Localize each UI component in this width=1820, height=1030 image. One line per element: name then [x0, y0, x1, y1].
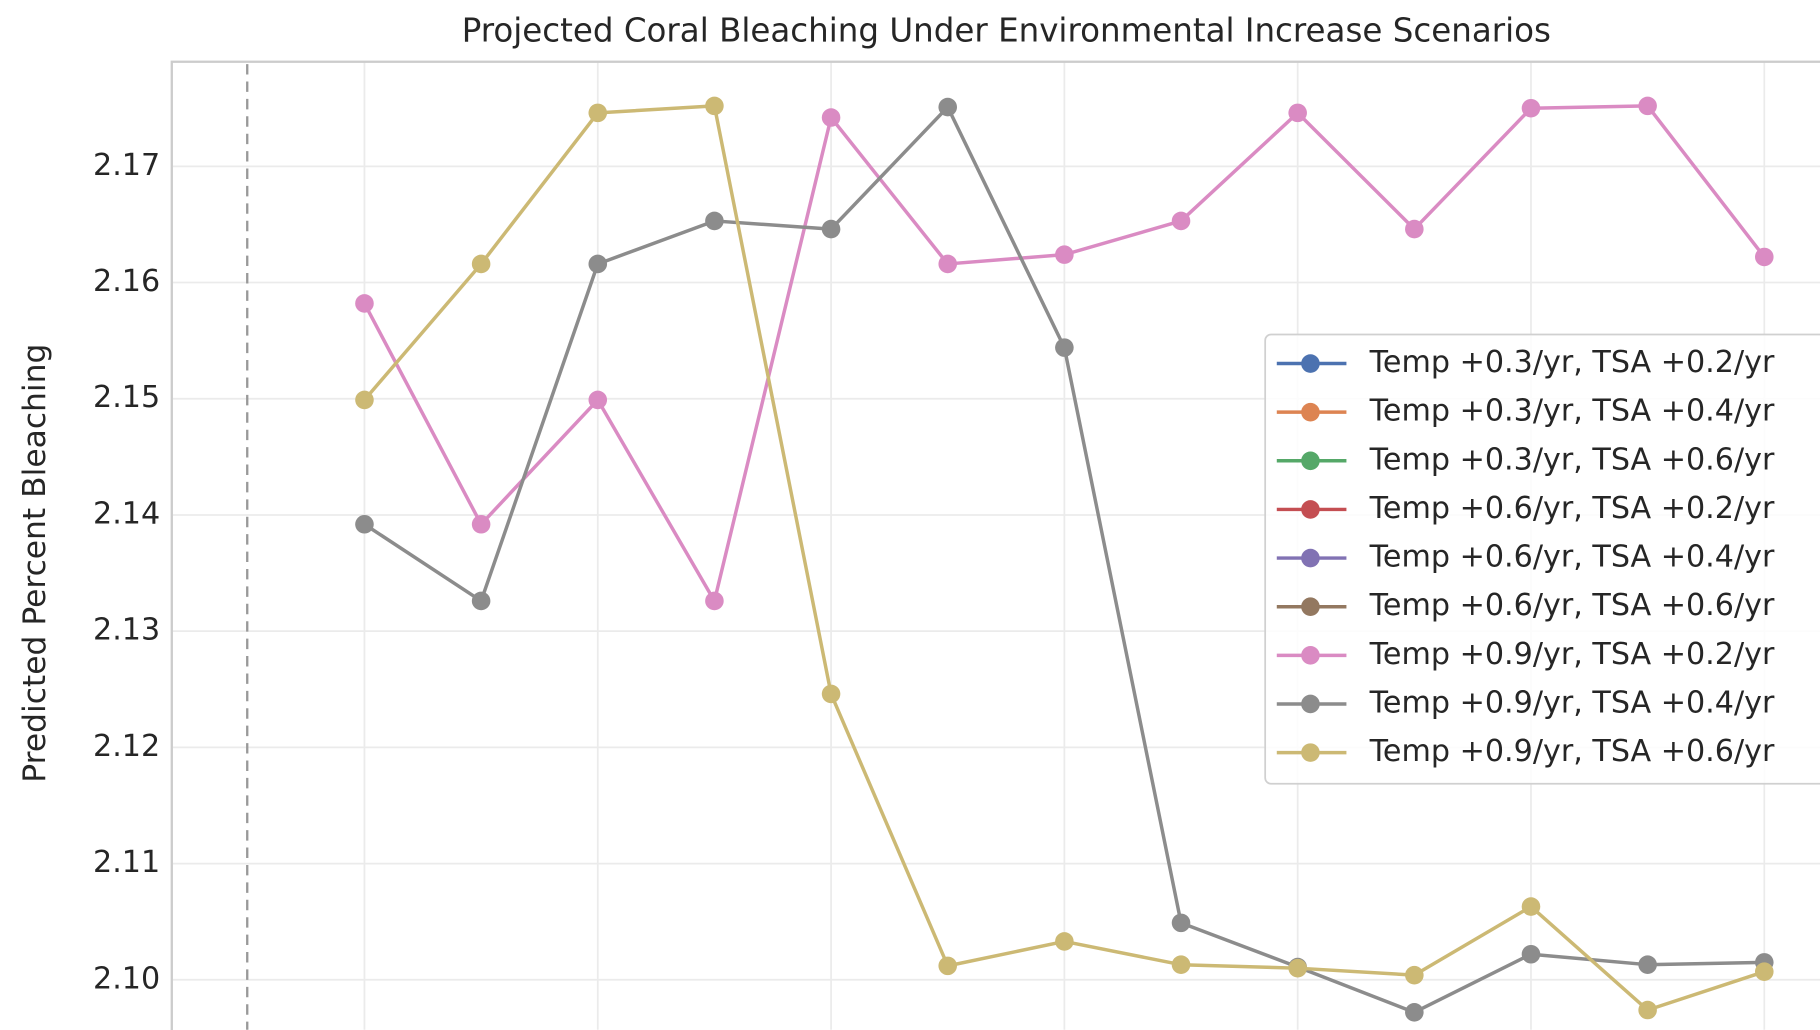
data-point	[1055, 338, 1074, 357]
data-point	[588, 390, 608, 410]
data-point	[1638, 1000, 1657, 1020]
y-tick-label: 2.10	[93, 961, 160, 996]
data-point	[705, 96, 724, 116]
legend-label: Temp +0.9/yr, TSA +0.2/yr	[1369, 637, 1775, 672]
data-point	[1171, 211, 1191, 231]
data-point	[471, 514, 491, 534]
legend-box	[1264, 333, 1820, 785]
legend-marker	[1301, 694, 1320, 714]
data-point	[1405, 219, 1424, 239]
y-tick-label: 2.11	[93, 845, 160, 880]
legend-label: Temp +0.3/yr, TSA +0.4/yr	[1369, 394, 1775, 429]
legend-label: Temp +0.6/yr, TSA +0.6/yr	[1369, 588, 1775, 623]
y-axis-label: Predicted Percent Bleaching	[17, 344, 53, 783]
data-point	[1171, 913, 1191, 933]
legend-label: Temp +0.6/yr, TSA +0.4/yr	[1369, 540, 1775, 575]
y-tick-label: 2.14	[93, 496, 160, 531]
data-point	[355, 294, 374, 313]
legend-label: Temp +0.3/yr, TSA +0.2/yr	[1369, 345, 1775, 380]
chart-title: Projected Coral Bleaching Under Environm…	[462, 12, 1551, 50]
plot-frame	[170, 60, 1820, 1030]
data-point	[821, 219, 841, 239]
y-tick-label: 2.16	[93, 264, 160, 299]
data-point	[1638, 955, 1657, 974]
legend-label: Temp +0.3/yr, TSA +0.6/yr	[1369, 442, 1775, 477]
data-point	[1521, 944, 1541, 964]
y-tick-label: 2.13	[93, 613, 160, 648]
data-point	[1638, 96, 1657, 116]
data-point	[355, 390, 374, 410]
data-point	[471, 254, 491, 274]
legend-marker	[1301, 597, 1320, 616]
data-point	[1755, 247, 1774, 267]
data-point	[1405, 965, 1424, 985]
data-point	[938, 956, 958, 976]
data-point	[1405, 1003, 1424, 1022]
y-tick-label: 2.15	[93, 380, 160, 415]
data-point	[705, 211, 724, 231]
legend-marker	[1301, 354, 1320, 373]
data-point	[1521, 897, 1541, 916]
series-group	[355, 96, 1774, 1022]
legend-label: Temp +0.6/yr, TSA +0.2/yr	[1369, 491, 1775, 526]
data-point	[1055, 932, 1074, 951]
legend-marker	[1301, 402, 1320, 422]
data-point	[1755, 962, 1774, 981]
legend-marker	[1301, 500, 1320, 519]
data-point	[1055, 245, 1074, 264]
data-point	[1288, 958, 1307, 978]
data-point	[1288, 103, 1307, 123]
data-point	[588, 103, 608, 123]
data-point	[471, 591, 491, 611]
data-point	[588, 254, 608, 274]
data-point	[821, 684, 841, 704]
legend-marker	[1301, 548, 1320, 568]
legend-marker	[1301, 451, 1320, 471]
legend-label: Temp +0.9/yr, TSA +0.6/yr	[1369, 734, 1775, 769]
legend-marker	[1301, 743, 1320, 762]
y-tick-label: 2.12	[93, 729, 160, 764]
data-point	[705, 591, 724, 611]
data-point	[938, 254, 958, 274]
data-point	[1521, 98, 1541, 118]
data-point	[355, 514, 374, 534]
data-point	[821, 108, 841, 127]
data-point	[1171, 955, 1191, 974]
legend: Temp +0.3/yr, TSA +0.2/yr Temp +0.3/yr, T…	[1264, 333, 1820, 785]
legend-marker	[1301, 646, 1320, 665]
data-point	[938, 97, 958, 117]
legend-label: Temp +0.9/yr, TSA +0.4/yr	[1369, 685, 1775, 720]
y-tick-label: 2.17	[93, 148, 160, 183]
